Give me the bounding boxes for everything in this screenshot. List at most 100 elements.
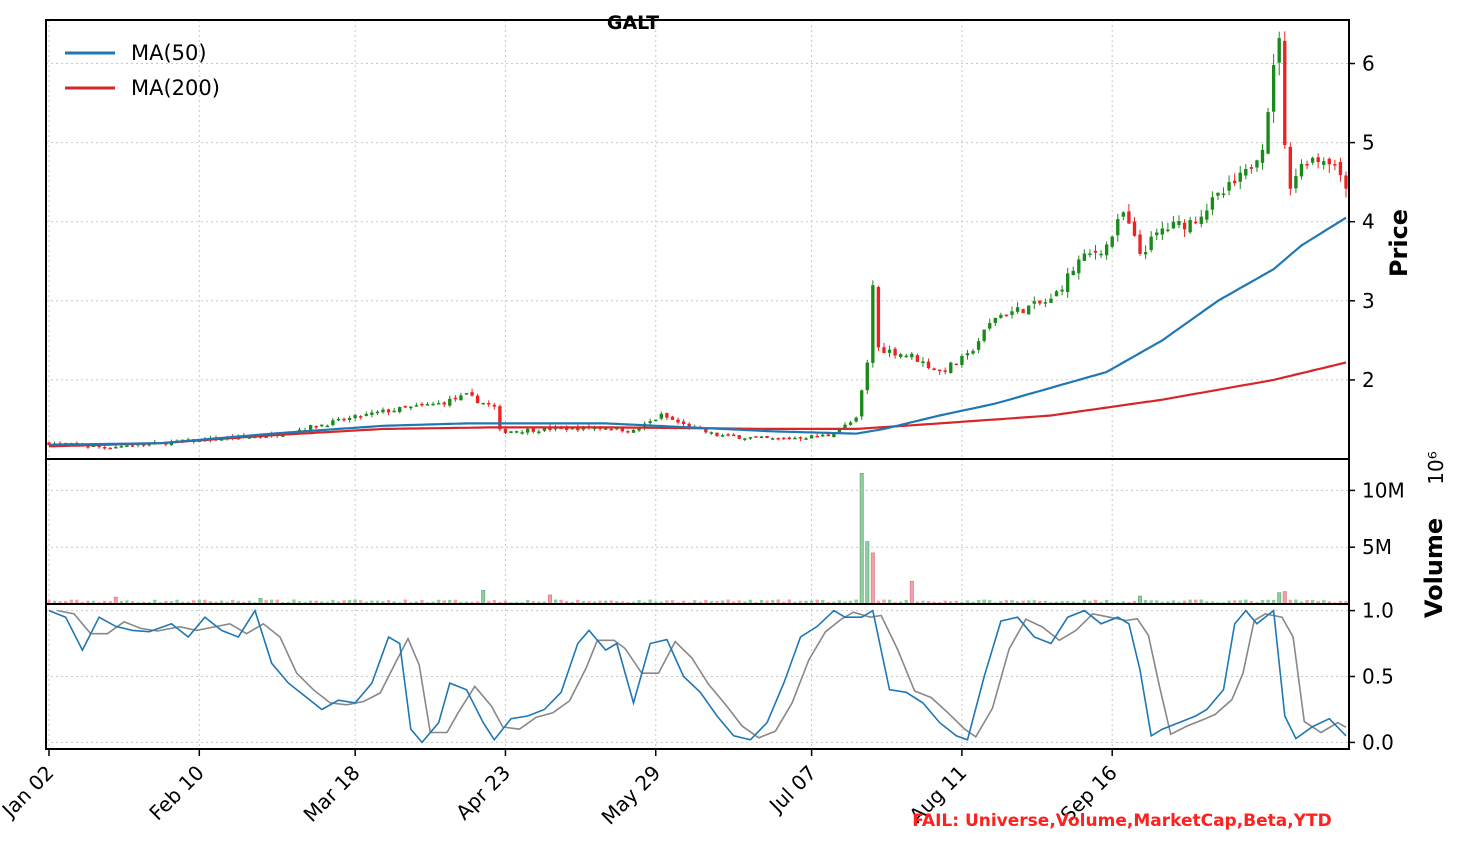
candle-body xyxy=(659,413,663,419)
candle-body xyxy=(481,402,485,405)
stoch-d-line xyxy=(57,609,1347,739)
candle-body xyxy=(960,355,964,365)
candle-body xyxy=(130,445,135,447)
volume-bar xyxy=(1093,599,1098,604)
candle-body xyxy=(1266,112,1270,154)
volume-bar xyxy=(214,601,218,604)
volume-bar xyxy=(314,600,318,604)
candle-body xyxy=(609,428,613,431)
volume-bar xyxy=(598,600,602,604)
volume-bar xyxy=(1038,600,1042,604)
candle-body xyxy=(386,409,391,413)
volume-bar xyxy=(1227,600,1231,604)
volume-bar xyxy=(448,599,452,604)
candle-body xyxy=(882,347,886,354)
candle-body xyxy=(1049,298,1053,303)
volume-bar xyxy=(548,594,552,605)
stoch-k-line xyxy=(48,608,1347,744)
volume-bar xyxy=(464,601,469,604)
volume-bar xyxy=(759,599,764,604)
candle-body xyxy=(1221,193,1226,196)
volume-bar xyxy=(743,601,747,604)
volume-bar xyxy=(203,599,207,604)
volume-bar xyxy=(86,600,90,604)
volume-bar xyxy=(1171,600,1176,604)
candle-body xyxy=(325,425,330,428)
volume-bar xyxy=(119,600,124,604)
candle-body xyxy=(91,445,96,448)
volume-bar xyxy=(615,601,619,604)
candle-body xyxy=(988,323,992,329)
candle-body xyxy=(1065,273,1070,293)
candle-body xyxy=(709,432,714,434)
volume-bar xyxy=(737,600,741,604)
candle-body xyxy=(431,403,435,406)
volume-bar xyxy=(342,600,346,604)
candle-body xyxy=(1015,307,1020,312)
candle-body xyxy=(782,437,786,440)
volume-bar xyxy=(1138,595,1143,605)
volume-bar xyxy=(436,599,441,604)
panel-frames xyxy=(45,19,1350,750)
volume-bar xyxy=(113,596,118,605)
volume-bar xyxy=(52,600,57,604)
legend: MA(50) MA(200) xyxy=(65,41,220,100)
candle-body xyxy=(1271,65,1276,112)
candle-body xyxy=(1305,163,1309,166)
candle-body xyxy=(993,317,997,323)
volume-bar xyxy=(681,600,686,604)
volume-bar xyxy=(192,600,196,604)
candle-body xyxy=(915,355,920,362)
volume-bar xyxy=(1177,601,1181,604)
x-tick-label: Mar 18 xyxy=(299,761,365,827)
candle-body xyxy=(409,406,413,409)
volume-bar xyxy=(904,600,908,604)
price-candles xyxy=(47,31,1348,450)
candle-body xyxy=(1171,221,1176,229)
candle-body xyxy=(1099,253,1103,256)
candle-body xyxy=(1038,300,1042,304)
volume-axis-label: Volume xyxy=(1420,518,1448,618)
price-tick-label: 2 xyxy=(1362,368,1375,392)
volume-bar xyxy=(1104,599,1109,604)
volume-bar xyxy=(909,580,914,605)
volume-bar xyxy=(169,601,174,604)
candle-body xyxy=(1082,253,1087,261)
volume-bar xyxy=(932,601,936,604)
volume-bar xyxy=(899,601,903,604)
volume-bar xyxy=(631,601,636,604)
candle-body xyxy=(1071,270,1075,276)
volume-bar xyxy=(943,600,947,604)
candle-body xyxy=(937,369,942,372)
volume-bar xyxy=(1182,600,1187,604)
volume-bar xyxy=(715,601,719,604)
candle-body xyxy=(1249,167,1254,169)
candle-body xyxy=(748,437,753,439)
volume-bar xyxy=(565,600,569,604)
volume-bar xyxy=(887,599,892,604)
volume-bar xyxy=(80,601,85,604)
candle-body xyxy=(1149,236,1153,250)
volume-bar xyxy=(286,601,291,604)
volume-bar xyxy=(859,473,864,605)
candle-body xyxy=(1032,301,1036,304)
candle-body xyxy=(932,368,936,371)
volume-bar xyxy=(1244,599,1248,604)
volume-bar xyxy=(236,600,240,604)
candle-body xyxy=(576,426,580,431)
candle-body xyxy=(119,446,124,448)
volume-tick-label: 10M xyxy=(1362,478,1405,502)
volume-bar xyxy=(726,599,730,604)
candle-body xyxy=(442,402,446,405)
volume-bar xyxy=(1160,601,1164,604)
candle-body xyxy=(899,354,903,358)
volume-bar xyxy=(403,599,407,604)
volume-bar xyxy=(102,600,107,604)
volume-bar xyxy=(776,599,780,604)
candle-body xyxy=(603,428,608,430)
candle-body xyxy=(1043,302,1048,304)
volume-bar xyxy=(709,601,714,604)
candle-body xyxy=(848,422,853,425)
volume-bar xyxy=(1260,599,1265,604)
candle-body xyxy=(726,434,730,436)
